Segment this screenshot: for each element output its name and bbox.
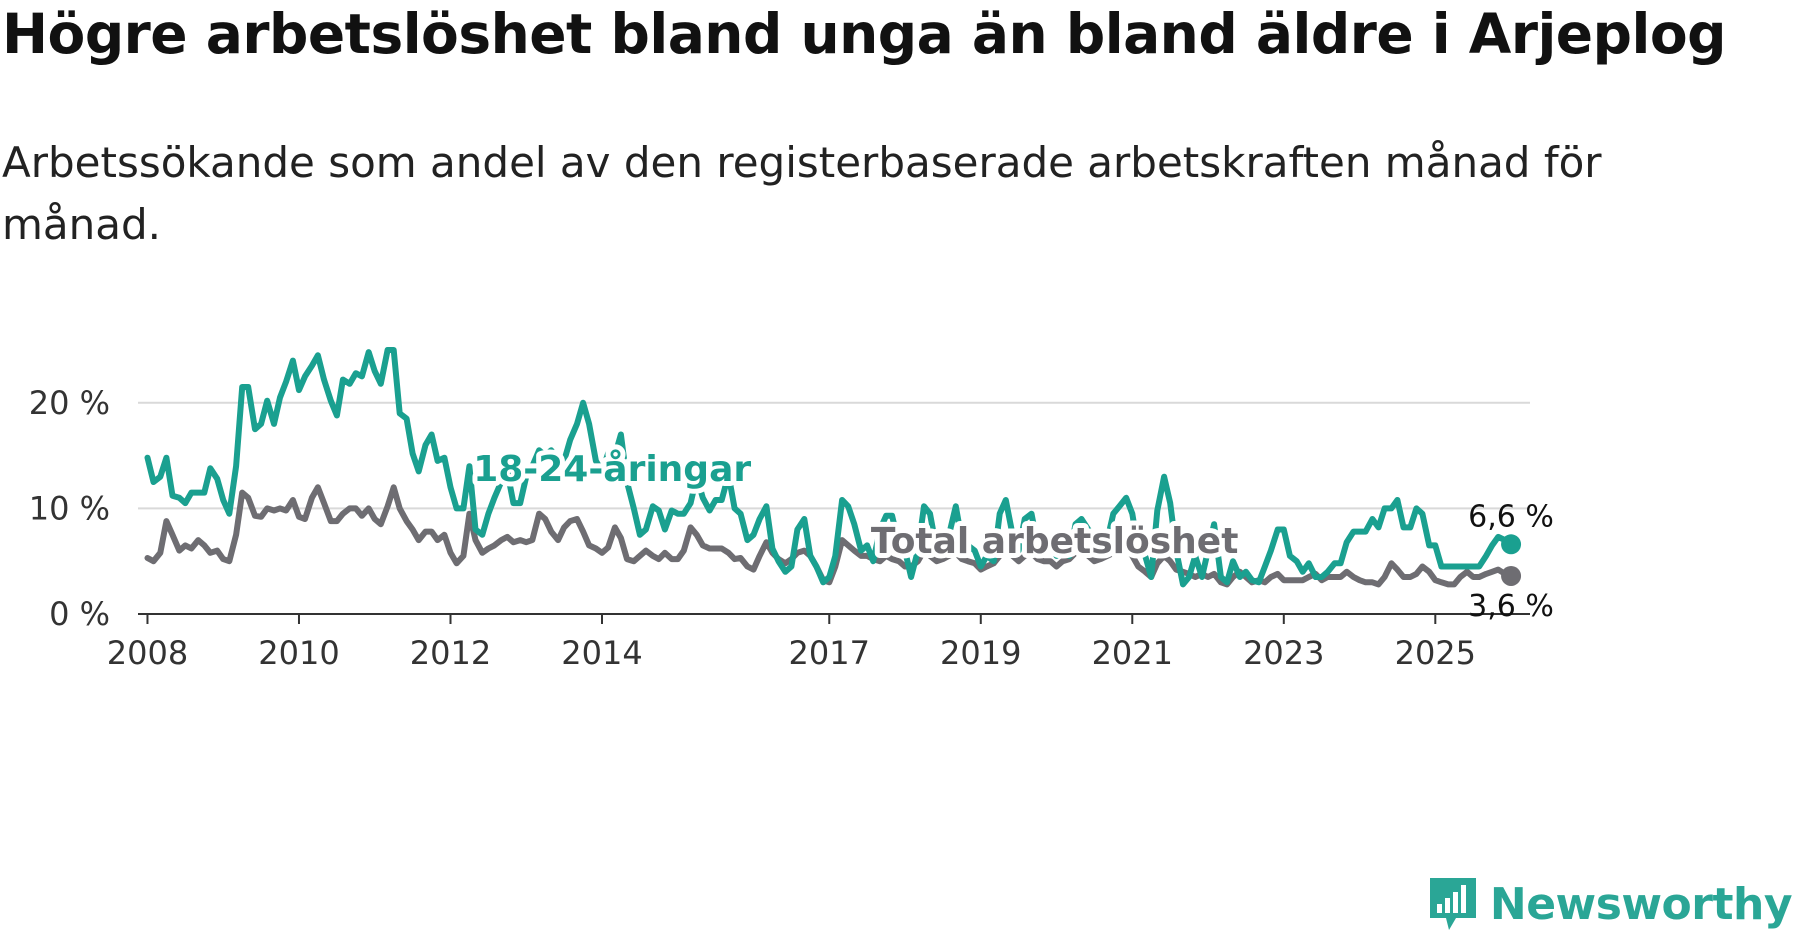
x-tick-label: 2023	[1243, 634, 1324, 672]
series-line-total	[144, 484, 1515, 588]
series-line-youth	[144, 347, 1515, 588]
chart-subtitle: Arbetssökande som andel av den registerb…	[2, 138, 1602, 249]
x-tick-label: 2008	[107, 634, 188, 672]
y-tick-label: 0 %	[49, 595, 110, 633]
x-tick-label: 2014	[561, 634, 642, 672]
end-value-label-youth: 6,6 %	[1468, 499, 1554, 534]
x-tick-label: 2021	[1092, 634, 1173, 672]
chart-title: Högre arbetslöshet bland unga än bland ä…	[2, 2, 1727, 66]
brand-name: Newsworthy	[1489, 878, 1793, 930]
x-tick-label: 2017	[789, 634, 870, 672]
bar-chart-badge-icon	[1429, 878, 1476, 930]
brand-logo: Newsworthy	[1426, 874, 1793, 934]
end-value-label-total: 3,6 %	[1468, 589, 1554, 624]
x-tick-label: 2019	[940, 634, 1021, 672]
x-tick-label: 2012	[410, 634, 491, 672]
x-tick-label: 2010	[258, 634, 339, 672]
y-tick-label: 20 %	[29, 384, 110, 422]
end-marker-total	[1501, 565, 1522, 586]
x-tick-label: 2025	[1395, 634, 1476, 672]
end-marker-youth	[1501, 534, 1522, 555]
series-label-total: Total arbetslöshet	[871, 521, 1239, 562]
y-tick-label: 10 %	[29, 489, 110, 527]
series-label-youth: 18-24-åringar	[473, 449, 751, 490]
